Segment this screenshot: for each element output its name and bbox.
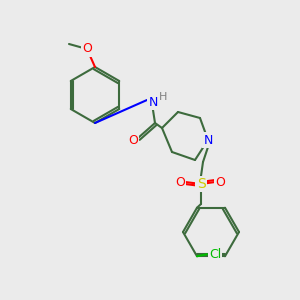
- Text: Cl: Cl: [209, 248, 221, 261]
- Text: S: S: [196, 177, 206, 191]
- Text: N: N: [148, 95, 158, 109]
- Text: O: O: [215, 176, 225, 188]
- Text: H: H: [159, 92, 167, 102]
- Text: O: O: [82, 43, 92, 56]
- Text: O: O: [128, 134, 138, 146]
- Text: N: N: [203, 134, 213, 146]
- Text: O: O: [175, 176, 185, 188]
